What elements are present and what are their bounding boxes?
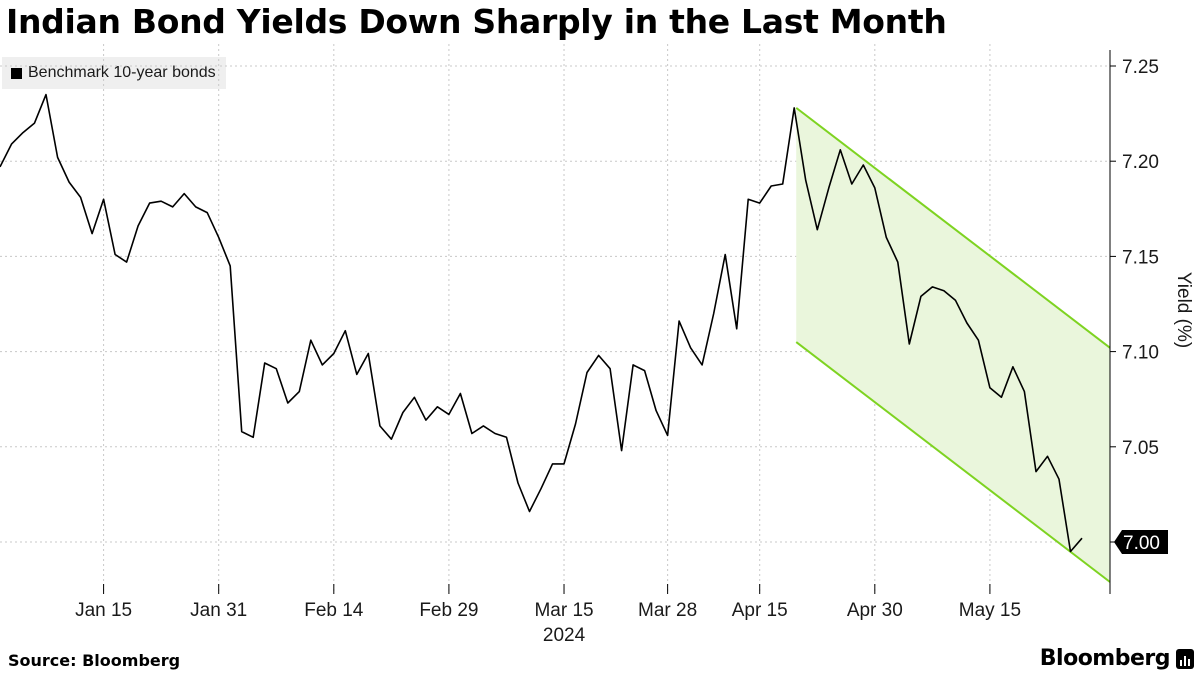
last-value-badge bbox=[1114, 530, 1168, 554]
last-value-marker: 7.00 bbox=[1114, 530, 1168, 554]
bloomberg-logo: Bloomberg bbox=[1039, 646, 1171, 671]
x-tick-label: Jan 31 bbox=[190, 600, 247, 621]
y-tick-label: 7.20 bbox=[1122, 152, 1159, 173]
series-benchmark-10y bbox=[0, 93, 1083, 553]
bloomberg-icon bbox=[1176, 649, 1194, 669]
x-axis: Jan 15 Jan 31 Feb 14 Feb 29 Mar 15 Mar 28 Apr … bbox=[75, 584, 1021, 646]
x-tick-label: Feb 29 bbox=[419, 600, 478, 621]
series-line bbox=[0, 93, 1083, 553]
y-tick-label: 7.25 bbox=[1122, 57, 1159, 78]
x-tick-label: Mar 15 bbox=[534, 600, 593, 621]
x-tick-label: Apr 15 bbox=[732, 600, 788, 621]
source-note: Source: Bloomberg bbox=[8, 651, 181, 670]
downtrend-channel bbox=[795, 107, 1111, 583]
channel-lower-line bbox=[795, 341, 1111, 583]
legend-label: Benchmark 10-year bonds bbox=[28, 64, 216, 81]
legend-swatch-icon bbox=[11, 67, 22, 79]
x-axis-year-label: 2024 bbox=[543, 625, 586, 646]
x-tick-label: May 15 bbox=[959, 600, 1021, 621]
legend: Benchmark 10-year bonds bbox=[2, 57, 226, 89]
y-axis-title: Yield (%) bbox=[1173, 272, 1194, 348]
channel-upper-line bbox=[795, 107, 1111, 349]
y-tick-label: 7.10 bbox=[1122, 343, 1159, 364]
grid-lines bbox=[0, 44, 1110, 594]
channel-fill bbox=[796, 107, 1110, 582]
y-tick-label: 7.05 bbox=[1122, 438, 1159, 459]
last-value-label: 7.00 bbox=[1123, 533, 1160, 554]
y-axis: 7.25 7.20 7.15 7.10 7.05 7.00 bbox=[1109, 50, 1159, 594]
chart-title: Indian Bond Yields Down Sharply in the L… bbox=[6, 2, 947, 41]
x-tick-label: Apr 30 bbox=[847, 600, 903, 621]
x-tick-label: Jan 15 bbox=[75, 600, 132, 621]
x-tick-label: Feb 14 bbox=[304, 600, 364, 621]
y-tick-label: 7.15 bbox=[1122, 247, 1159, 268]
x-tick-label: Mar 28 bbox=[638, 600, 697, 621]
